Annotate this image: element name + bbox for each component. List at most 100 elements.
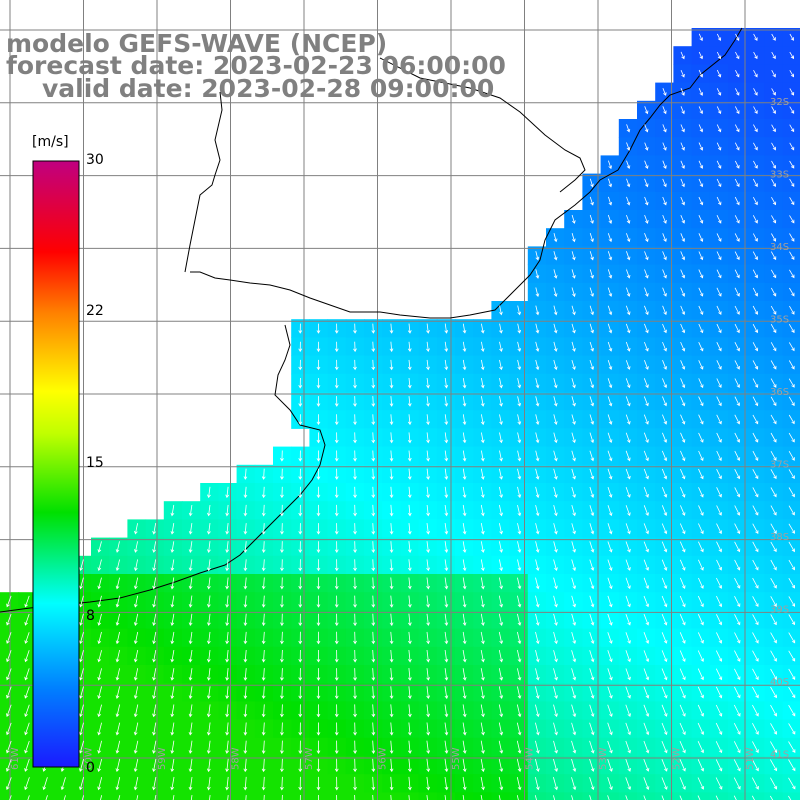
wind-arrow: [152, 740, 157, 754]
wind-arrow: [535, 668, 540, 681]
wind-arrow: [571, 432, 576, 444]
wind-arrow: [770, 686, 777, 699]
wind-arrow: [516, 722, 522, 736]
wind-arrow: [462, 378, 467, 389]
wind-arrow: [788, 632, 796, 644]
latitude-label: 41S: [770, 750, 789, 761]
wind-arrow: [697, 595, 704, 608]
wind-arrow: [680, 196, 685, 206]
wind-arrow: [643, 378, 649, 389]
wind-arrow: [152, 686, 157, 700]
wind-arrow: [535, 305, 540, 316]
wind-arrow: [625, 432, 631, 444]
field-cell: [655, 792, 674, 800]
wind-arrow: [170, 595, 175, 608]
wind-arrow: [170, 650, 175, 663]
field-cell: [728, 792, 747, 800]
wind-arrow: [207, 541, 211, 553]
wind-arrow: [698, 33, 703, 42]
wind-arrow: [261, 577, 266, 590]
wind-arrow: [589, 359, 595, 371]
wind-arrow: [752, 432, 759, 443]
wind-arrow: [715, 704, 723, 717]
wind-arrow: [770, 487, 777, 498]
longitude-label: 52W: [672, 747, 683, 770]
wind-arrow: [6, 632, 12, 644]
wind-arrow: [788, 668, 796, 680]
wind-arrow: [752, 251, 758, 261]
wind-arrow: [389, 704, 394, 718]
wind-arrow: [535, 650, 540, 663]
wind-arrow: [298, 649, 303, 663]
wind-arrow: [752, 324, 759, 334]
wind-arrow: [371, 686, 376, 700]
wind-arrow: [771, 88, 776, 96]
wind-arrow: [188, 541, 193, 553]
field-cell: [782, 228, 800, 247]
wind-arrow: [480, 323, 485, 334]
wind-arrow: [516, 758, 522, 773]
wind-arrow: [334, 722, 339, 736]
wind-arrow: [334, 432, 339, 444]
wind-arrow: [662, 142, 667, 151]
wind-arrow: [516, 795, 519, 800]
wind-arrow: [336, 794, 338, 800]
wind-arrow: [608, 196, 613, 206]
field-cell: [564, 792, 583, 800]
wind-arrow: [789, 106, 795, 114]
wind-arrow: [152, 631, 157, 645]
wind-arrow: [444, 577, 449, 590]
wind-arrow: [625, 486, 631, 498]
wind-arrow: [499, 396, 503, 407]
wind-arrow: [498, 650, 504, 663]
wind-arrow: [716, 360, 722, 370]
wind-arrow: [752, 650, 759, 662]
wind-arrow: [316, 486, 321, 499]
wind-arrow: [371, 776, 376, 791]
wind-arrow: [625, 704, 631, 718]
wind-arrow: [589, 468, 595, 480]
field-cell: [782, 392, 800, 411]
wind-arrow: [170, 541, 175, 553]
wind-arrow: [698, 559, 704, 571]
wind-arrow: [371, 595, 376, 608]
latitude-label: 37S: [770, 460, 789, 471]
wind-arrow: [407, 577, 412, 590]
wind-arrow: [225, 704, 230, 718]
wind-arrow: [225, 613, 230, 627]
wind-arrow: [170, 631, 175, 645]
wind-arrow: [389, 432, 394, 444]
wind-arrow: [334, 396, 339, 407]
wind-arrow: [206, 649, 211, 663]
wind-arrow: [679, 595, 686, 608]
longitude-label: 59W: [157, 747, 168, 770]
wind-arrow: [27, 795, 30, 800]
colorbar-unit: [m/s]: [32, 134, 69, 150]
wind-arrow: [243, 722, 248, 736]
wind-arrow: [716, 323, 722, 334]
wind-arrow: [644, 178, 649, 188]
wind-arrow: [625, 468, 631, 480]
wind-arrow: [79, 613, 84, 626]
wind-arrow: [607, 559, 613, 571]
wind-arrow: [133, 758, 139, 773]
wind-arrow: [206, 704, 211, 718]
wind-arrow: [444, 486, 449, 499]
wind-arrow: [298, 468, 303, 480]
wind-arrow: [535, 486, 540, 499]
wind-arrow: [152, 613, 157, 626]
wind-arrow: [535, 432, 540, 444]
wind-arrow: [589, 287, 594, 297]
wind-arrow: [607, 613, 613, 626]
wind-arrow: [662, 269, 667, 279]
wind-arrow: [571, 541, 576, 553]
wind-arrow: [589, 523, 595, 535]
wind-arrow: [734, 650, 741, 662]
wind-arrow: [625, 795, 628, 800]
wind-arrow: [97, 722, 102, 736]
wind-arrow: [770, 541, 777, 553]
wind-arrow: [752, 487, 759, 498]
wind-arrow: [535, 378, 540, 389]
wind-arrow: [716, 614, 723, 626]
wind-arrow: [118, 795, 121, 800]
